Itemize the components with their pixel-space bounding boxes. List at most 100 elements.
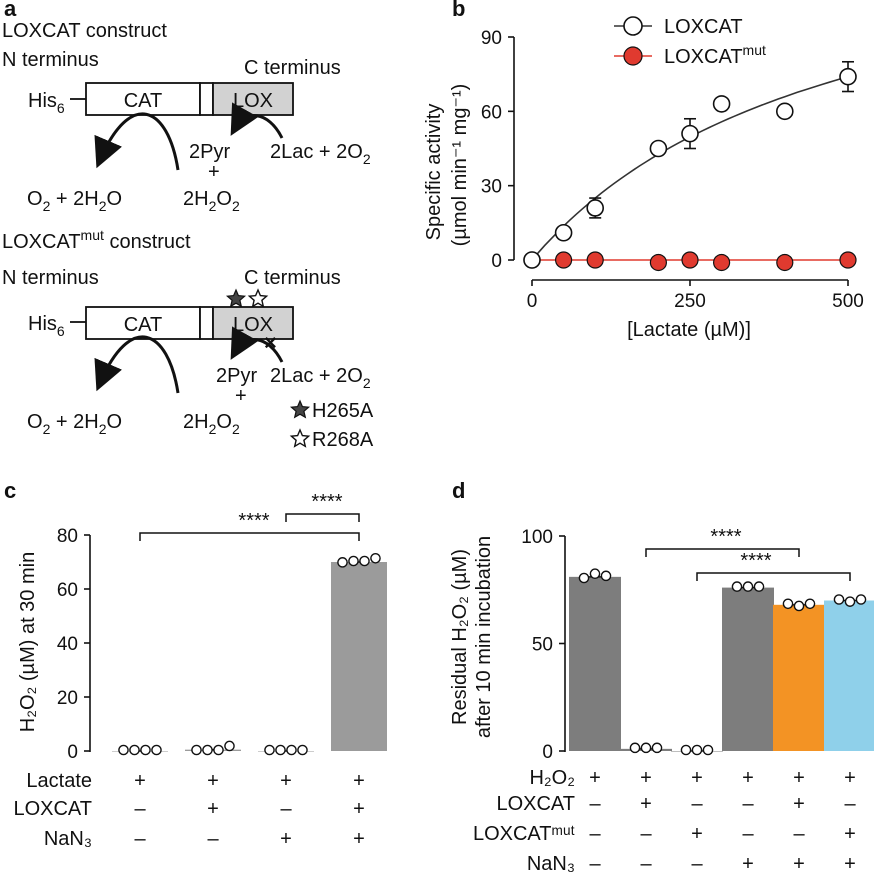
lox-label: LOX [233,90,273,112]
chart-d-data-point [600,570,612,582]
chart-c-data-point [151,744,162,756]
mut-lox-reaction-arrow [230,326,284,363]
chart-d-ylabel-2: after 10 min incubation [473,536,495,738]
mut-linker-domain [199,306,214,340]
chart-c-ytick-label: 40 [57,634,78,655]
loxcat-fit-curve [531,75,849,261]
chart-c-condition-mark: + [207,798,219,820]
mutation-r268a: R268A [312,429,374,451]
c-terminus-label: C terminus [244,57,341,79]
open-star-icon [247,288,269,308]
mut-cat-reaction-arrow [94,335,180,394]
chart-c-condition-mark: + [353,828,365,850]
chart-d-data-point [855,594,867,605]
loxcat-point [681,124,699,143]
chart-b-ytick-label: 30 [481,177,502,198]
chart-b-ytick-label: 90 [481,28,502,49]
chart-d-condition-mark: + [742,767,754,789]
chart-d-data-point [640,742,652,754]
chart-b-xtick-label: 500 [832,291,864,312]
chart-c-ytick-label: 20 [57,688,78,709]
chart-d-condition-mark: – [640,823,652,845]
mut-lac-label: 2Lac + 2O2 [270,365,371,391]
loxcat-mut-point [554,251,573,269]
chart-c-data-point [224,740,235,752]
mut-construct-title: LOXCATmut construct [2,227,191,253]
chart-d-condition-mark: – [691,853,703,875]
chart-d-data-point [742,581,754,592]
chart-d-bar [773,604,825,751]
his-tag-label: His6 [28,90,65,116]
chart-b-ytick-label: 0 [491,251,502,272]
chart-d-condition-label: LOXCAT [496,793,575,815]
chart-c-condition-mark: + [207,770,219,792]
o2-water-label: O2 + 2H2O [27,188,122,214]
legend-filled-star-icon [289,399,311,419]
mut-h2o2-label: 2H2O2 [183,411,240,437]
chart-c-data-point [118,744,129,756]
cat-reaction-arrow [94,112,180,171]
legend-mut-marker [623,46,643,66]
chart-d-condition-mark: – [691,793,703,815]
chart-c-data-point [213,744,224,756]
chart-c-data-point [297,744,308,756]
lac-label: 2Lac + 2O2 [270,141,371,167]
loxcat-point [554,223,573,242]
chart-d-significance-label: **** [740,550,771,572]
panel-label-b: b [452,0,465,21]
loxcat-point [712,95,731,113]
chart-d-condition-mark: + [793,853,805,875]
loxcat-point [839,67,857,86]
n-terminus-label: N terminus [2,49,99,71]
chart-c-condition-mark: – [134,798,146,820]
loxcat-mut-point [776,253,794,272]
chart-d-data-point [589,568,601,580]
chart-b-xlabel: [Lactate (µM)] [627,319,751,341]
construct-title: LOXCAT construct [2,20,167,42]
chart-d-condition-mark: + [844,767,856,789]
chart-d-condition-mark: – [844,793,856,815]
chart-d-data-point [753,581,765,592]
chart-c-data-point [286,744,297,756]
chart-d-condition-mark: + [691,767,703,789]
mutation-h265a: H265A [312,400,374,422]
panel-label-a: a [4,0,17,21]
blocked-cross-icon: × [264,330,277,355]
chart-b: 0 30 60 90 0 250 500 [481,28,864,312]
chart-d-data-point [578,572,590,584]
chart-c-data-point [370,553,381,564]
chart-d-data-point [731,581,743,592]
chart-c-condition-mark: + [280,828,292,850]
chart-d-ytick-label: 0 [542,742,553,763]
chart-d-condition-mark: + [793,767,805,789]
lox-reaction-arrow [230,102,284,139]
chart-c-data-point [191,744,202,756]
chart-d-data-point [691,744,703,756]
mut-o2-water-label: O2 + 2H2O [27,411,122,437]
chart-d-condition-label: H₂O₂ [529,767,575,789]
chart-d-ytick-label: 100 [521,527,553,548]
panel-label-c: c [4,478,16,503]
chart-b-xtick-label: 0 [527,291,538,312]
chart-c-ytick-label: 0 [67,742,78,763]
panel-label-d: d [452,478,465,503]
loxcat-point [586,199,605,217]
chart-d-condition-mark: + [691,823,703,845]
chart-d-data-point [833,594,845,605]
linker-domain [199,82,214,116]
chart-d-condition-mark: + [844,823,856,845]
chart-d-condition-mark: + [640,793,652,815]
chart-d-data-point [680,744,692,756]
chart-c-condition-mark: + [134,770,146,792]
chart-c-data-point [264,744,275,756]
chart-c-significance-label: **** [238,510,269,532]
cat-label: CAT [124,90,163,112]
mut-his-tag-label: His6 [28,313,65,339]
chart-d-condition-mark: – [589,793,601,815]
mut-c-terminus-label: C terminus [244,267,341,289]
pyr-label: 2Pyr [189,141,230,163]
chart-d-condition-mark: + [640,767,652,789]
legend-open-star-icon [289,428,311,448]
chart-c-data-point [275,744,286,756]
